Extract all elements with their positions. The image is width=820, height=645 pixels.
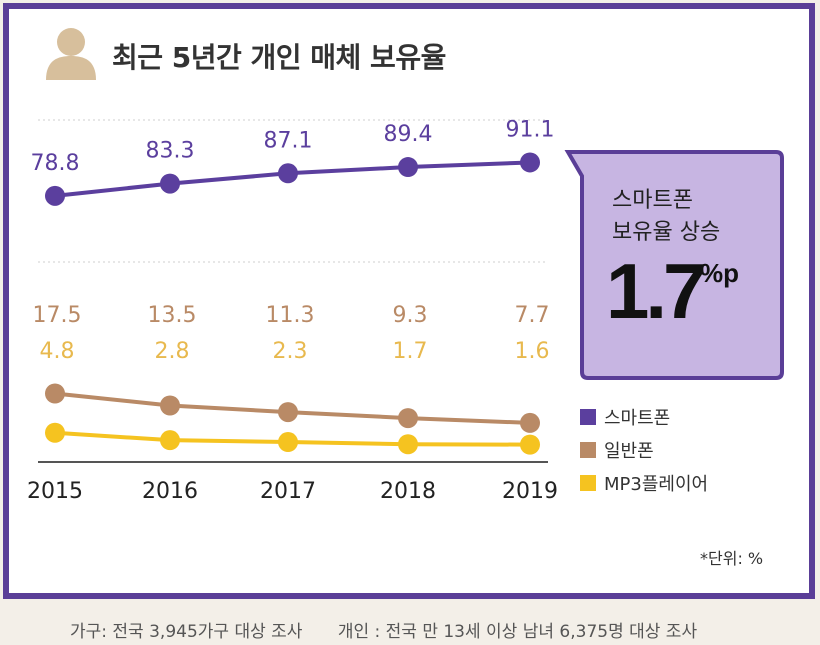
data-point-2-3 [398, 434, 418, 455]
data-point-2-4 [520, 434, 540, 455]
unit-note: *단위: % [700, 549, 764, 568]
legend-label: 스마트폰 [604, 407, 671, 429]
callout-line2: 보유율 상승 [612, 220, 721, 245]
legend-swatch-smartphone [580, 408, 596, 425]
data-point-0-4 [520, 152, 540, 173]
data-point-1-1 [160, 395, 180, 416]
callout-unit: %p [700, 258, 739, 288]
data-point-2-0 [45, 422, 65, 443]
callout-value: 1.7 [606, 247, 706, 335]
legend-item-mp3: MP3플레이어 [580, 466, 708, 499]
callout-line1: 스마트폰 [612, 188, 693, 213]
x-tick-label-1: 2016 [142, 479, 198, 504]
data-point-1-4 [520, 412, 540, 433]
footer-individual: 개인 : 전국 만 13세 이상 남녀 6,375명 대상 조사 [337, 622, 698, 642]
legend-swatch-mp3 [580, 474, 596, 491]
legend-item-smartphone: 스마트폰 [580, 400, 708, 433]
data-label-0-0: 78.8 [31, 151, 80, 176]
legend: 스마트폰 일반폰 MP3플레이어 [580, 400, 708, 499]
data-label-2-4: 1.6 [515, 339, 550, 364]
data-point-0-2 [278, 163, 298, 184]
legend-swatch-feature-phone [580, 441, 596, 458]
legend-label: MP3플레이어 [604, 473, 709, 495]
data-point-0-0 [45, 185, 65, 206]
data-label-1-4: 7.7 [515, 303, 550, 328]
person-icon [46, 28, 96, 80]
footer-note: 가구: 전국 3,945가구 대상 조사 개인 : 전국 만 13세 이상 남녀… [70, 617, 697, 642]
data-label-2-3: 1.7 [393, 339, 428, 364]
x-tick-label-3: 2018 [380, 479, 436, 504]
data-label-2-1: 2.8 [155, 339, 190, 364]
page-title: 최근 5년간 개인 매체 보유율 [112, 41, 446, 74]
data-point-1-2 [278, 402, 298, 423]
data-label-0-3: 89.4 [384, 122, 433, 147]
legend-label: 일반폰 [604, 440, 654, 462]
data-point-1-0 [45, 383, 65, 404]
x-tick-label-4: 2019 [502, 479, 558, 504]
data-label-0-1: 83.3 [146, 139, 195, 164]
data-label-1-2: 11.3 [266, 303, 315, 328]
data-point-2-1 [160, 430, 180, 451]
data-point-2-2 [278, 432, 298, 453]
data-label-0-4: 91.1 [506, 117, 555, 142]
x-tick-label-0: 2015 [27, 479, 83, 504]
data-label-2-0: 4.8 [40, 339, 75, 364]
data-label-2-2: 2.3 [273, 339, 308, 364]
data-label-1-0: 17.5 [33, 303, 82, 328]
data-label-1-1: 13.5 [148, 303, 197, 328]
data-label-0-2: 87.1 [264, 128, 313, 153]
data-point-0-1 [160, 173, 180, 194]
x-tick-label-2: 2017 [260, 479, 316, 504]
callout-box [564, 150, 784, 380]
legend-item-feature-phone: 일반폰 [580, 433, 708, 466]
data-point-1-3 [398, 408, 418, 429]
footer-household: 가구: 전국 3,945가구 대상 조사 [70, 622, 303, 642]
data-label-1-3: 9.3 [393, 303, 428, 328]
data-point-0-3 [398, 157, 418, 178]
